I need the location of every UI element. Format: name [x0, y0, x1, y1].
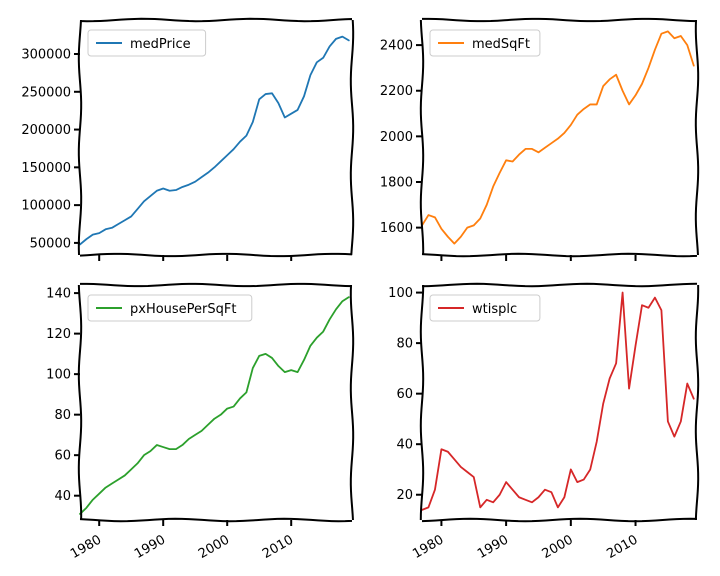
chart-pxhousepersqft-xtick-label: 2010 [260, 532, 296, 562]
chart-wtisplc-xtick-label: 2000 [540, 532, 576, 562]
chart-pxhousepersqft-ytick-label: 140 [46, 287, 71, 302]
chart-pxhousepersqft-legend: pxHousePerSqFt [87, 294, 253, 322]
chart-medprice-legend-label: medPrice [130, 37, 191, 52]
chart-medsqft-ytick-label: 2200 [380, 84, 413, 99]
chart-wtisplc-xtick-label: 1980 [410, 532, 446, 562]
chart-medprice-ytick-label: 250000 [21, 85, 71, 100]
chart-pxhousepersqft-xtick-label: 1980 [68, 532, 104, 562]
chart-panel-wtisplc: 20 40 60 80 100 1980 1990 2000 2010 wtisplc [388, 282, 700, 562]
chart-pxhousepersqft-ytick-label: 120 [46, 327, 71, 342]
chart-wtisplc-legend-box [429, 294, 541, 322]
chart-wtisplc-legend: wtisplc [429, 294, 541, 322]
chart-wtisplc-ytick-label: 20 [396, 488, 413, 503]
chart-wtisplc-ytick-label: 80 [396, 337, 413, 352]
chart-pxhousepersqft-ytick-label: 60 [54, 449, 71, 464]
chart-pxhousepersqft-series-line [79, 296, 350, 515]
chart-wtisplc-xtick-label: 1990 [475, 532, 511, 562]
chart-panel-medPrice: 50000 100000 150000 200000 250000 300000 medPr… [21, 17, 355, 261]
chart-medsqft-legend: medSqFt [429, 29, 541, 57]
chart-medprice-ytick-label: 300000 [21, 48, 71, 63]
chart-medprice-ytick-label: 50000 [30, 236, 71, 251]
chart-pxhousepersqft-legend-box [87, 294, 253, 322]
chart-medsqft-series-line [421, 30, 695, 245]
chart-pxhousepersqft-ytick-label: 40 [54, 489, 71, 504]
chart-medsqft-ytick-label: 1800 [380, 175, 413, 190]
chart-medsqft-axes-frame [419, 17, 700, 258]
chart-medsqft-legend-label: medSqFt [472, 37, 530, 52]
chart-pxhousepersqft-xtick-label: 1990 [132, 532, 168, 562]
chart-wtisplc-xtick-label: 2010 [604, 532, 640, 562]
chart-wtisplc-ytick-label: 100 [388, 286, 413, 301]
chart-medprice-ytick-label: 100000 [21, 199, 71, 214]
chart-wtisplc-series-line [421, 291, 695, 511]
chart-panel-medSqFt: 1600 1800 2000 2200 2400 medSqFt [380, 17, 700, 261]
chart-pxhousepersqft-axes-frame [77, 282, 355, 523]
chart-panel-pxHousePerSqFt: 40 60 80 100 120 140 1980 1990 2000 2010 pxHousePe… [46, 282, 355, 562]
chart-wtisplc-axes-frame [419, 282, 700, 523]
chart-medsqft-ytick-label: 2400 [380, 39, 413, 54]
chart-wtisplc-ytick-label: 60 [396, 387, 413, 402]
chart-pxhousepersqft-xtick-label: 2000 [196, 532, 232, 562]
chart-medprice-legend-box [87, 29, 207, 57]
chart-medsqft-ytick-label: 2000 [380, 130, 413, 145]
chart-pxhousepersqft-legend-label: pxHousePerSqFt [130, 302, 236, 317]
chart-medprice-ytick-label: 150000 [21, 161, 71, 176]
chart-wtisplc-ytick-label: 40 [396, 438, 413, 453]
chart-medprice-legend: medPrice [87, 29, 207, 57]
chart-pxhousepersqft-ytick-label: 100 [46, 368, 71, 383]
chart-wtisplc-legend-label: wtisplc [472, 302, 517, 317]
chart-medprice-ytick-label: 200000 [21, 123, 71, 138]
chart-medprice-axes-frame [77, 17, 355, 258]
chart-pxhousepersqft-ytick-label: 80 [54, 408, 71, 423]
chart-medsqft-legend-box [429, 29, 541, 57]
chart-medprice-series-line [79, 35, 350, 246]
chart-medsqft-ytick-label: 1600 [380, 221, 413, 236]
